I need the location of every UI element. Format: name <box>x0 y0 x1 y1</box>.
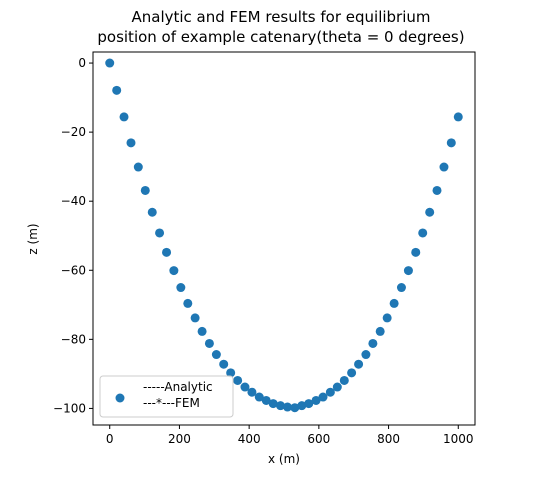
data-point <box>190 313 200 323</box>
data-point <box>147 207 157 217</box>
x-tick-label: 600 <box>307 432 330 446</box>
data-point <box>389 298 399 308</box>
data-point <box>439 162 449 172</box>
y-axis-label: z (m) <box>26 223 40 254</box>
data-point <box>325 387 335 397</box>
data-point <box>425 207 435 217</box>
data-point <box>411 247 421 257</box>
data-point <box>261 395 271 405</box>
data-point <box>297 401 307 411</box>
legend-box <box>99 375 234 418</box>
data-point <box>418 228 428 238</box>
legend: -----Analytic ---*---FEM <box>99 375 234 418</box>
data-point <box>432 185 442 195</box>
data-point <box>162 247 172 257</box>
data-point <box>339 375 349 385</box>
legend-entry-fem: ---*---FEM <box>143 396 200 410</box>
data-point <box>183 298 193 308</box>
data-point <box>226 368 236 378</box>
data-point <box>119 112 129 122</box>
data-point <box>105 58 115 68</box>
data-point <box>368 338 378 348</box>
data-point <box>140 185 150 195</box>
x-tick-label: 1000 <box>443 432 474 446</box>
data-point <box>446 138 456 148</box>
y-tick-label: −20 <box>61 125 86 139</box>
data-point <box>354 359 364 369</box>
data-point <box>282 402 292 412</box>
data-point <box>361 350 371 360</box>
x-axis: 0 200 400 600 800 1000 <box>106 425 474 446</box>
data-point <box>276 401 286 411</box>
data-point <box>133 162 143 172</box>
data-point <box>347 368 357 378</box>
data-point <box>311 395 321 405</box>
x-tick-label: 800 <box>377 432 400 446</box>
data-point <box>254 392 264 402</box>
data-point <box>403 266 413 276</box>
chart-title-line-1: Analytic and FEM results for equilibrium <box>131 8 430 26</box>
data-point <box>332 382 342 392</box>
data-point <box>204 338 214 348</box>
y-tick-label: −40 <box>61 194 86 208</box>
data-point <box>112 85 122 95</box>
data-point <box>233 375 243 385</box>
data-point <box>169 266 179 276</box>
legend-entry-analytic: -----Analytic <box>143 380 213 394</box>
x-tick-label: 200 <box>168 432 191 446</box>
data-point <box>304 399 314 409</box>
y-tick-label: −60 <box>61 263 86 277</box>
data-point <box>247 387 257 397</box>
x-axis-label: x (m) <box>268 452 300 466</box>
plot-area <box>92 51 476 426</box>
data-point <box>396 283 406 293</box>
chart-title-line-2: position of example catenary(theta = 0 d… <box>97 28 464 46</box>
x-tick-label: 400 <box>238 432 261 446</box>
y-tick-label: −100 <box>53 401 86 415</box>
data-series <box>105 58 463 413</box>
data-point <box>126 138 136 148</box>
legend-marker <box>115 393 125 403</box>
data-point <box>453 112 463 122</box>
data-point <box>382 313 392 323</box>
y-tick-label: −80 <box>61 332 86 346</box>
x-tick-label: 0 <box>106 432 114 446</box>
data-point <box>268 399 278 409</box>
data-point <box>155 228 165 238</box>
data-point <box>176 283 186 293</box>
data-point <box>240 382 250 392</box>
data-point <box>219 359 229 369</box>
data-point <box>375 326 385 336</box>
data-point <box>197 326 207 336</box>
y-axis: 0 −20 −40 −60 −80 −100 <box>53 56 93 415</box>
data-point <box>318 392 328 402</box>
data-point <box>211 350 221 360</box>
y-tick-label: 0 <box>78 56 86 70</box>
data-point <box>290 403 300 413</box>
